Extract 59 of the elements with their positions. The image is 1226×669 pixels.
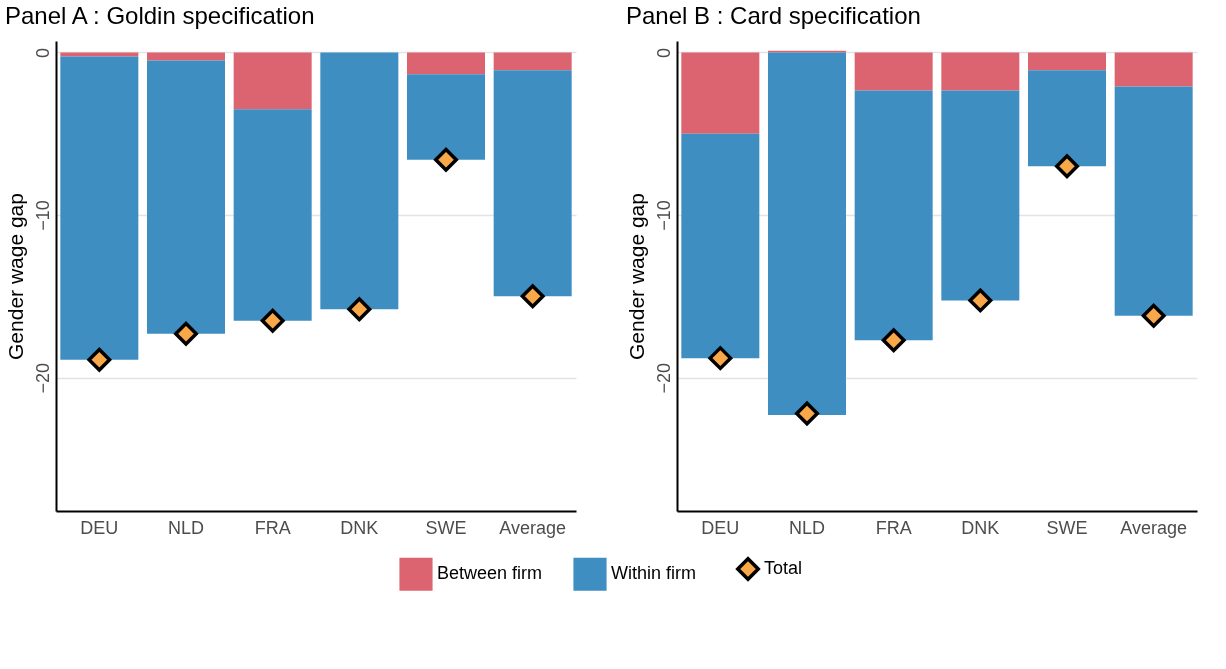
point bbox=[1055, 154, 1079, 179]
x-tick-label: DNK bbox=[340, 517, 379, 538]
bar bbox=[147, 60, 225, 334]
x-tick-label: SWE bbox=[425, 517, 467, 538]
chart-title: Panel A : Goldin specification bbox=[5, 2, 315, 29]
bar bbox=[60, 52, 139, 57]
y-tick-label: −20 bbox=[653, 362, 674, 394]
bar bbox=[407, 52, 485, 75]
bar bbox=[1114, 52, 1193, 87]
chart-title: Panel B : Card specification bbox=[626, 2, 921, 29]
bar bbox=[320, 52, 399, 310]
x-tick-label: DNK bbox=[961, 517, 1000, 538]
point bbox=[968, 288, 993, 313]
bar bbox=[493, 70, 572, 297]
point bbox=[87, 347, 112, 372]
x-tick-label: Average bbox=[499, 517, 567, 538]
point bbox=[260, 308, 285, 333]
point bbox=[708, 346, 733, 371]
y-tick-label: 0 bbox=[32, 47, 53, 58]
bar bbox=[854, 52, 933, 91]
point bbox=[881, 328, 906, 353]
bar bbox=[493, 52, 572, 71]
legend-label: Between firm bbox=[437, 563, 543, 584]
point bbox=[434, 147, 458, 172]
point bbox=[1141, 303, 1166, 328]
x-tick-label: DEU bbox=[80, 517, 119, 538]
bar bbox=[681, 52, 760, 134]
y-tick-label: −10 bbox=[653, 200, 674, 231]
x-tick-label: NLD bbox=[788, 517, 826, 538]
legend-label: Total bbox=[764, 558, 803, 578]
bar bbox=[768, 52, 846, 416]
point bbox=[520, 284, 545, 309]
point bbox=[347, 297, 372, 322]
bar bbox=[60, 56, 139, 360]
bar bbox=[681, 133, 760, 359]
x-tick-label: SWE bbox=[1046, 517, 1088, 538]
bar bbox=[233, 52, 312, 110]
bar bbox=[941, 90, 1020, 301]
legend-label: Within firm bbox=[611, 563, 696, 584]
bar bbox=[407, 74, 485, 160]
y-tick-label: −10 bbox=[32, 200, 53, 231]
y-axis-title: Gender wage gap bbox=[624, 193, 648, 360]
x-tick-label: DEU bbox=[701, 517, 740, 538]
y-tick-label: −20 bbox=[32, 362, 53, 394]
x-tick-label: Average bbox=[1120, 517, 1188, 538]
bar bbox=[1028, 70, 1106, 167]
x-tick-label: FRA bbox=[254, 517, 291, 538]
y-axis-title: Gender wage gap bbox=[3, 193, 27, 360]
x-tick-label: FRA bbox=[875, 517, 912, 538]
bar bbox=[1114, 86, 1193, 316]
point bbox=[795, 401, 819, 426]
bar bbox=[1028, 52, 1106, 71]
point bbox=[174, 321, 198, 346]
y-tick-label: 0 bbox=[653, 47, 674, 58]
bar bbox=[854, 90, 933, 341]
bar bbox=[233, 109, 312, 321]
bar bbox=[147, 52, 225, 61]
x-tick-label: NLD bbox=[167, 517, 205, 538]
bar bbox=[941, 52, 1020, 91]
